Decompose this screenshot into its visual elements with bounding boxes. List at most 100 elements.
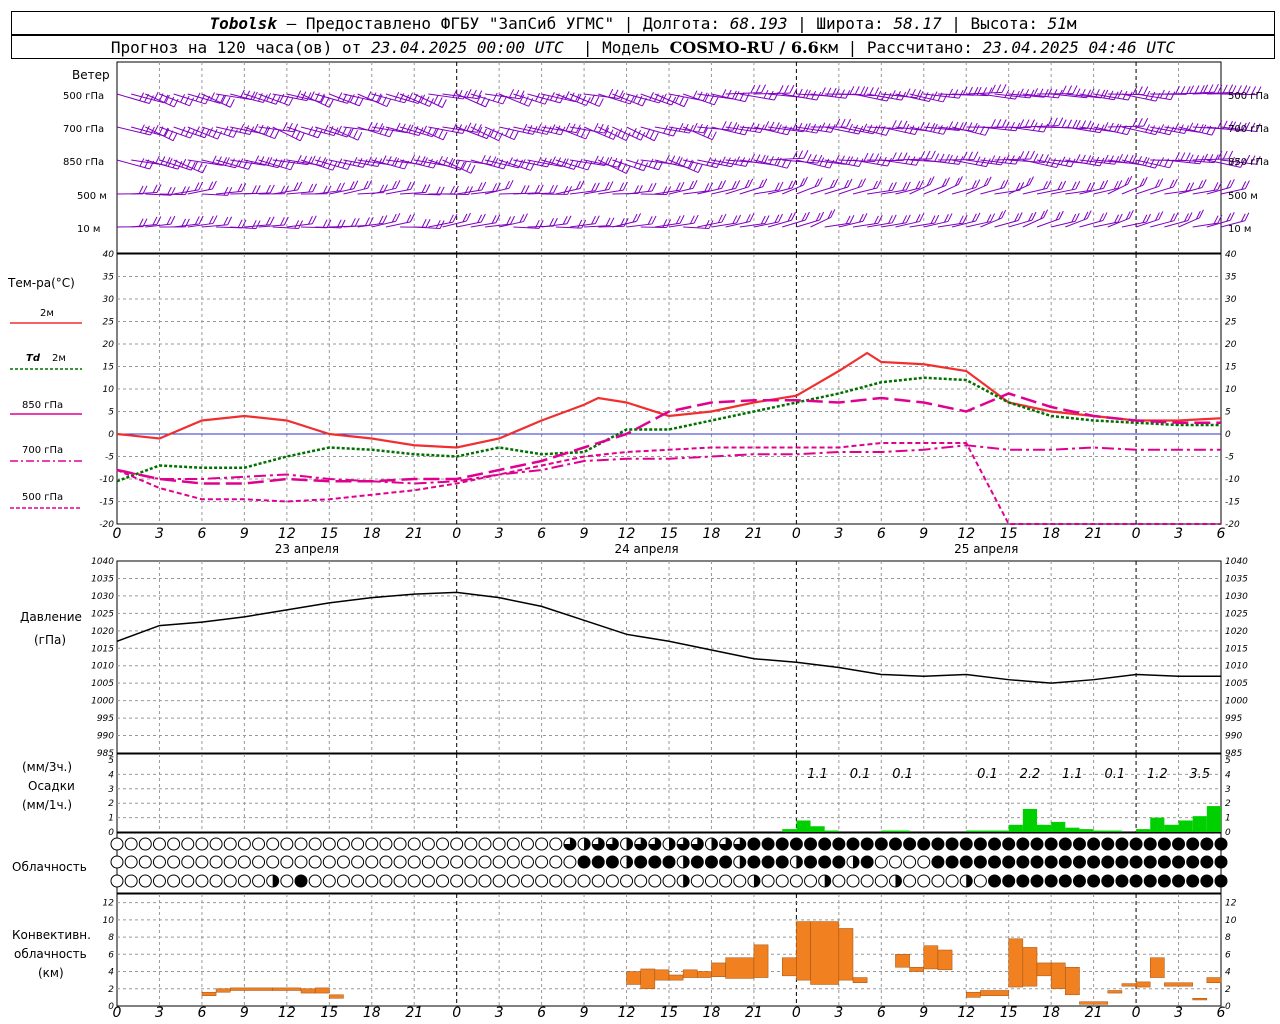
wind-barb-feather <box>489 128 495 137</box>
wind-barb-feather <box>1103 180 1109 189</box>
wind-barb-shaft <box>1135 218 1159 228</box>
wind-barb-feather <box>672 127 678 137</box>
wind-barb-feather <box>492 183 497 192</box>
cloud-symbol <box>804 855 818 869</box>
cloud-symbol <box>1129 855 1143 869</box>
wind-barb-shaft <box>951 159 987 168</box>
wind-barb-shaft <box>442 193 469 196</box>
wind-barb-shaft <box>697 93 733 100</box>
wind-barb-feather <box>223 186 229 196</box>
wind-barb-feather <box>862 123 868 132</box>
wind-barb-feather <box>863 86 869 96</box>
wind-barb-shaft <box>145 223 171 228</box>
precip-ytick-left: 1 <box>108 814 114 824</box>
wind-barb-feather <box>379 125 385 135</box>
wind-barb-shaft <box>315 159 348 170</box>
cloud-symbol <box>379 874 393 888</box>
cloud-symbol <box>931 837 945 851</box>
cloud-symbol <box>322 874 336 888</box>
wind-barb-feather <box>1145 124 1150 133</box>
wind-barb-shaft <box>1107 183 1129 195</box>
wind-barb-shaft <box>782 93 817 101</box>
wind-barb-feather <box>323 124 329 134</box>
wind-barb-feather <box>1159 124 1165 133</box>
temp-series-4 <box>116 442 1221 525</box>
conv-bar <box>1149 957 1165 978</box>
wind-barb-feather <box>617 128 623 137</box>
wind-barb-feather <box>590 94 595 103</box>
cloud-symbol <box>266 855 280 869</box>
wind-barb-shaft <box>852 159 888 167</box>
pressure-ytick-left: 1010 <box>91 662 114 672</box>
wind-barb-shaft <box>1065 126 1101 134</box>
wind-barb-shaft <box>513 226 540 229</box>
wind-barb-feather <box>872 180 878 190</box>
wind-barb-feather <box>958 215 964 224</box>
wind-barb-feather <box>791 179 797 189</box>
wind-barb-shaft <box>796 126 832 133</box>
wind-barb-feather <box>625 132 631 141</box>
wind-barb-shaft <box>470 190 497 195</box>
wind-barb-feather <box>1000 180 1006 189</box>
wind-barb-feather <box>378 123 384 132</box>
cloud-symbol <box>308 874 322 888</box>
cloud-symbol-half <box>626 838 633 850</box>
wind-barb-feather <box>227 187 233 196</box>
wind-barb-feather <box>874 215 879 225</box>
wind-barb-shaft <box>824 126 859 135</box>
wind-barb-feather <box>579 180 585 189</box>
wind-barb-feather <box>314 92 320 101</box>
wind-barb-feather <box>580 128 586 138</box>
wind-barb-feather <box>1213 83 1219 93</box>
x-tick-bottom: 15 <box>1000 1005 1018 1021</box>
wind-barb-shaft <box>428 221 454 228</box>
precip-bar <box>1008 824 1023 832</box>
wind-barb-feather <box>513 131 519 140</box>
wind-barb-shaft <box>796 159 830 169</box>
wind-barb-feather <box>1114 156 1120 165</box>
wind-barb-feather <box>1143 117 1149 127</box>
wind-barb-feather <box>212 129 218 138</box>
cloud-symbol <box>167 837 181 851</box>
precip-3h-sum: 1.1 <box>1062 767 1083 782</box>
wind-barb-feather <box>1067 119 1073 128</box>
wind-barb-shaft <box>315 190 341 195</box>
wind-barb-shaft <box>385 126 420 137</box>
model-name: COSMO-RU / 6.6 <box>669 37 819 57</box>
wind-barb-feather <box>1142 214 1148 223</box>
wind-barb-feather <box>1047 88 1053 97</box>
conv-bar <box>1135 981 1151 988</box>
wind-barb-feather <box>163 94 169 104</box>
cloud-symbol <box>478 855 492 869</box>
wind-barb-shaft <box>895 220 920 228</box>
wind-barb-feather <box>251 185 257 194</box>
conv-bar <box>838 928 854 981</box>
wind-barb-feather <box>930 150 936 160</box>
wind-barb-shaft <box>187 93 221 104</box>
wind-barb-feather <box>862 213 868 222</box>
wind-barb-feather <box>987 87 993 96</box>
wind-barb-feather <box>1226 180 1232 189</box>
wind-barb-shaft <box>215 159 249 170</box>
wind-barb-feather <box>438 129 444 139</box>
wind-barb-feather <box>347 161 352 170</box>
wind-barb-shaft <box>980 217 1002 228</box>
wind-barb-feather <box>450 185 455 195</box>
conv-bar <box>300 988 316 994</box>
wind-barb-feather <box>744 179 750 189</box>
wind-barb-feather <box>1127 175 1133 185</box>
conv-bar <box>980 990 1009 996</box>
precip-3h-sum: 1.2 <box>1147 767 1168 782</box>
cloud-symbol <box>252 837 266 851</box>
wind-barb-feather <box>1217 214 1223 224</box>
wind-barb-feather <box>352 156 358 166</box>
wind-barb-shaft <box>513 159 548 168</box>
wind-barb-feather <box>998 211 1003 220</box>
x-tick-bottom: 0 <box>792 1005 801 1021</box>
wind-barb-feather <box>566 215 572 225</box>
wind-barb-feather <box>744 93 750 102</box>
wind-barb-feather <box>279 93 285 103</box>
wind-barb-feather <box>457 89 463 99</box>
wind-barb-feather <box>1099 157 1105 167</box>
wind-barb-shaft <box>116 159 150 170</box>
